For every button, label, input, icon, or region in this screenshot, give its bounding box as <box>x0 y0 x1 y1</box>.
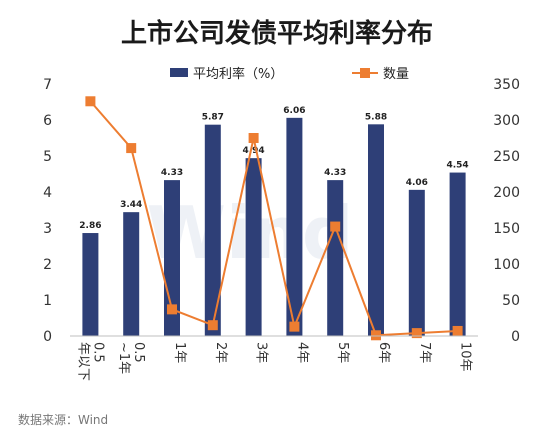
y-right-tick-label: 0 <box>511 329 520 345</box>
x-tick-label: 2年 <box>213 342 228 363</box>
count-marker <box>289 321 300 332</box>
line-series <box>85 96 463 341</box>
chart-title: 上市公司发债平均利率分布 <box>121 18 433 49</box>
x-tick-label: 10年 <box>458 342 473 372</box>
count-marker <box>85 96 96 107</box>
y-right-tick-label: 150 <box>493 221 520 237</box>
x-tick-label: 5年 <box>335 342 350 363</box>
count-marker <box>167 304 177 315</box>
x-axis: 0.5年以下 0.5~1年 1年 2年 3年 4年 5年 6年 7年 10年 <box>70 335 478 381</box>
count-marker <box>248 133 259 143</box>
bar-data-label: 6.06 <box>283 106 305 116</box>
y-left-tick-label: 0 <box>43 329 52 345</box>
y-axis-right: 0 50 100 150 200 250 300 350 <box>493 77 520 345</box>
x-tick-label: 0.5~1年 <box>116 342 146 374</box>
count-marker <box>452 325 463 336</box>
y-left-tick-label: 2 <box>43 257 52 273</box>
y-left-tick-label: 5 <box>43 149 52 165</box>
legend-label-bar: 平均利率（%） <box>193 66 283 82</box>
bar <box>368 124 384 336</box>
bar-data-label: 3.44 <box>120 200 142 210</box>
count-marker <box>126 143 137 154</box>
bar-data-label: 4.33 <box>324 168 346 178</box>
bar-data-label: 4.94 <box>242 146 264 156</box>
count-marker <box>330 221 341 232</box>
y-left-tick-label: 1 <box>43 293 52 309</box>
bar <box>327 180 344 336</box>
y-right-tick-label: 300 <box>493 113 520 129</box>
x-tick-label: 6年 <box>376 342 391 363</box>
x-tick-label: 3年 <box>254 342 269 363</box>
bar <box>286 117 303 336</box>
bar-data-label: 2.86 <box>79 221 101 231</box>
bar <box>449 172 466 336</box>
count-marker <box>371 330 381 341</box>
bar-data-label: 4.06 <box>406 178 428 188</box>
y-right-tick-label: 50 <box>502 293 520 309</box>
count-marker <box>411 328 422 339</box>
bar-data-labels: 2.86 3.44 4.33 5.87 4.94 6.06 4.33 5.88 4.06 4.54 <box>79 106 468 231</box>
bar <box>204 124 221 337</box>
y-left-tick-label: 3 <box>43 221 52 237</box>
x-tick-label: 0.5年以下 <box>75 342 105 381</box>
bar-data-label: 4.33 <box>161 168 183 178</box>
y-right-tick-label: 100 <box>493 257 520 273</box>
bar <box>408 189 425 336</box>
chart-source: 数据来源：Wind <box>18 412 108 427</box>
legend-label-count: 数量 <box>383 67 409 82</box>
y-left-tick-label: 4 <box>43 185 52 201</box>
count-marker <box>207 320 218 331</box>
y-right-tick-label: 200 <box>493 185 520 201</box>
bar-series <box>82 117 466 337</box>
bar-data-label: 5.88 <box>365 112 387 122</box>
bar-data-label: 4.54 <box>446 161 468 171</box>
y-right-tick-label: 250 <box>493 149 520 165</box>
bar <box>245 158 262 336</box>
y-left-tick-label: 7 <box>43 77 52 93</box>
legend-swatch-bar <box>170 68 188 77</box>
y-left-tick-label: 6 <box>43 113 52 129</box>
x-tick-label: 7年 <box>417 342 432 363</box>
x-tick-label: 1年 <box>172 342 187 363</box>
x-tick-label: 4年 <box>294 342 309 363</box>
count-line <box>89 100 458 337</box>
y-right-tick-label: 350 <box>493 77 520 93</box>
bar-data-label: 5.87 <box>202 113 224 123</box>
bar <box>82 233 99 336</box>
legend: 平均利率（%） 数量 <box>170 66 409 82</box>
y-axis-left: 0 1 2 3 4 5 6 7 <box>43 77 52 345</box>
bar <box>123 212 140 336</box>
legend-marker-count <box>360 68 370 78</box>
